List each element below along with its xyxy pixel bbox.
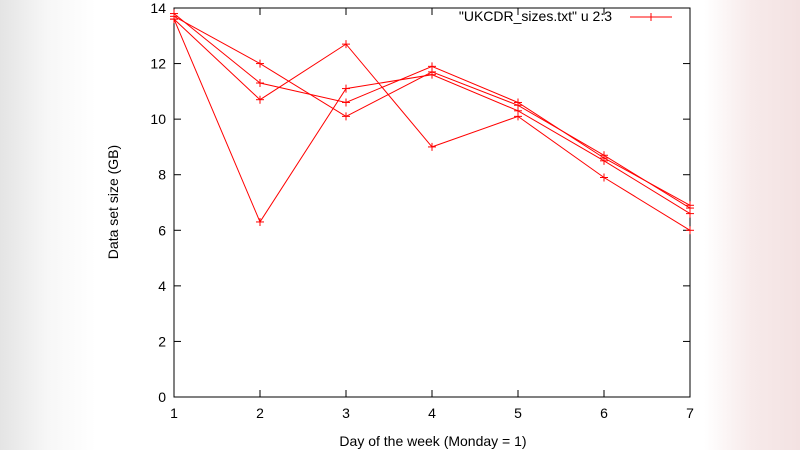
data-point: [428, 62, 436, 71]
x-axis-label: Day of the week (Monday = 1): [339, 433, 526, 449]
y-tick-label: 8: [158, 167, 166, 183]
data-point: [256, 59, 264, 68]
data-point: [686, 201, 694, 210]
series-layer: [170, 9, 694, 235]
legend-label: "UKCDR_sizes.txt" u 2:3: [459, 8, 612, 24]
y-tick-label: 12: [150, 56, 166, 72]
series-line: [173, 18, 691, 223]
data-point: [342, 40, 350, 49]
data-point: [686, 226, 694, 235]
series-week-1: [170, 12, 694, 213]
data-point: [647, 13, 655, 21]
y-tick-label: 0: [158, 389, 166, 405]
data-point: [256, 79, 264, 88]
plot-paper: [104, 0, 696, 450]
x-tick-label: 2: [256, 405, 264, 421]
series-week-3: [170, 15, 694, 235]
x-tick-label: 6: [600, 405, 608, 421]
y-tick-label: 10: [150, 111, 166, 127]
x-tick-label: 4: [428, 405, 436, 421]
data-point: [342, 98, 350, 107]
x-tick-label: 7: [686, 405, 694, 421]
data-point: [514, 106, 522, 115]
series-week-4: [170, 15, 694, 226]
series-line: [173, 13, 691, 206]
data-point: [342, 112, 350, 121]
legend: "UKCDR_sizes.txt" u 2:3: [459, 8, 672, 24]
x-tick-label: 3: [342, 405, 350, 421]
x-tick-label: 5: [514, 405, 522, 421]
data-point: [342, 84, 350, 93]
series-line: [173, 15, 691, 209]
x-tick-label: 1: [170, 405, 178, 421]
y-tick-label: 2: [158, 333, 166, 349]
data-point: [170, 15, 178, 24]
series-line: [173, 18, 691, 231]
series-week-2: [170, 9, 694, 210]
data-point: [514, 98, 522, 107]
y-tick-label: 4: [158, 278, 166, 294]
data-point: [428, 142, 436, 151]
data-point: [256, 95, 264, 104]
data-point: [256, 217, 264, 226]
legend-marker: [647, 13, 655, 21]
y-tick-label: 6: [158, 222, 166, 238]
data-point: [428, 70, 436, 79]
data-point: [600, 156, 608, 165]
data-point: [600, 173, 608, 182]
y-tick-label: 14: [150, 0, 166, 16]
data-point: [686, 209, 694, 218]
y-axis-label: Data set size (GB): [105, 145, 121, 259]
